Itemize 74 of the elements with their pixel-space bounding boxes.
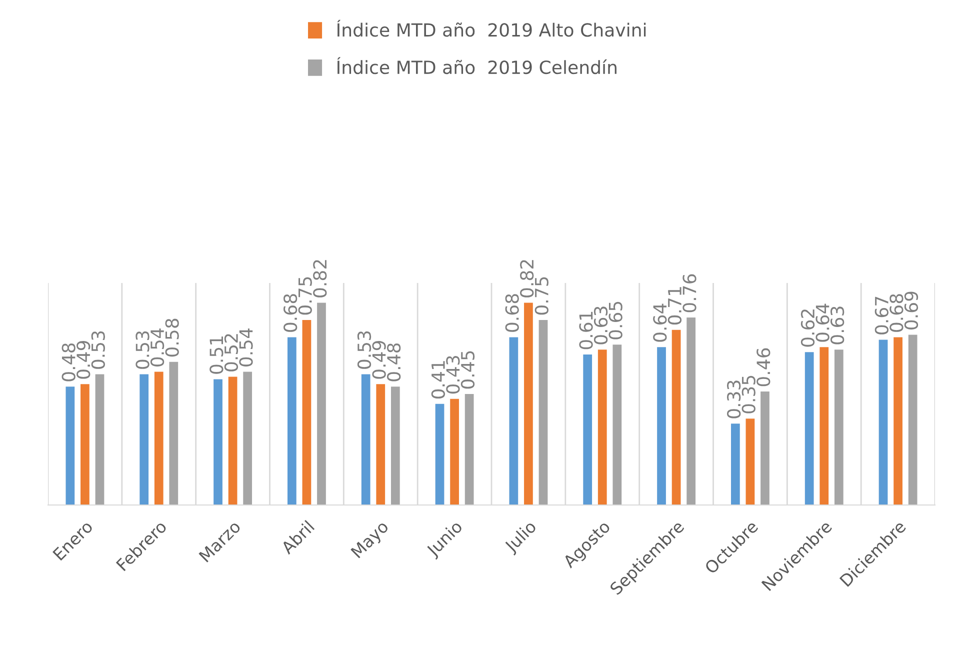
- data-label: 0.35: [742, 376, 756, 414]
- bar: [376, 384, 386, 505]
- legend-label: Índice MTD año 2019 Alto Chavini: [337, 20, 646, 37]
- bar: [154, 372, 164, 505]
- data-label: 0.54: [239, 328, 253, 366]
- data-label: 0.41: [431, 361, 445, 399]
- data-label: 0.76: [682, 274, 696, 312]
- bar: [228, 376, 238, 505]
- bar: [878, 340, 888, 505]
- bar: [760, 392, 770, 505]
- data-label: 0.33: [727, 380, 741, 418]
- bar: [317, 302, 326, 505]
- bar: [450, 398, 459, 505]
- data-label: 0.51: [210, 336, 224, 374]
- bar: [894, 337, 902, 505]
- data-label: 0.43: [446, 356, 460, 394]
- data-label: 0.64: [816, 304, 830, 342]
- bar: [730, 424, 740, 505]
- data-label: 0.82: [313, 260, 327, 298]
- bar: [390, 386, 400, 505]
- data-label: 0.64: [653, 304, 667, 342]
- data-label: 0.49: [76, 341, 90, 379]
- bar: [214, 379, 222, 505]
- data-label: 0.69: [904, 292, 918, 330]
- bar: [612, 344, 622, 505]
- bar: [435, 404, 444, 505]
- data-label: 0.48: [386, 343, 401, 382]
- bar: [66, 386, 75, 505]
- legend-label: Índice MTD año 2019 Celendín: [337, 57, 616, 74]
- data-label: 0.53: [357, 331, 372, 369]
- data-label: 0.54: [150, 328, 164, 366]
- data-label: 0.82: [520, 260, 534, 298]
- data-label: 0.63: [594, 306, 608, 344]
- bar: [464, 394, 474, 505]
- bar: [140, 374, 149, 505]
- data-label: 0.75: [534, 277, 548, 315]
- data-label: 0.67: [874, 296, 888, 334]
- bar: [686, 318, 696, 505]
- bar: [583, 354, 592, 505]
- bar: [746, 418, 755, 505]
- data-label: 0.53: [91, 331, 105, 369]
- data-label: 0.48: [62, 343, 76, 382]
- bar: [672, 330, 681, 505]
- data-label: 0.46: [756, 348, 770, 386]
- data-label: 0.61: [579, 312, 593, 350]
- bar: [243, 372, 252, 505]
- data-label: 0.65: [608, 302, 622, 340]
- data-label: 0.53: [136, 331, 150, 369]
- bar: [804, 352, 814, 505]
- data-label: 0.68: [505, 294, 519, 332]
- data-label: 0.52: [224, 334, 238, 372]
- bar: [908, 334, 918, 505]
- bar: [820, 347, 829, 505]
- bar: [95, 374, 104, 505]
- bar: [80, 384, 90, 505]
- data-label: 0.63: [830, 306, 844, 344]
- data-label: 0.68: [890, 294, 904, 332]
- bar: [509, 337, 518, 505]
- data-label: 0.68: [284, 294, 298, 332]
- data-label: 0.71: [668, 287, 682, 325]
- bar: [834, 350, 844, 505]
- data-label: 0.49: [372, 341, 386, 379]
- bar: [598, 350, 607, 505]
- data-label: 0.75: [298, 277, 312, 315]
- bar: [657, 347, 666, 505]
- data-label: 0.45: [460, 351, 475, 389]
- bar: [361, 374, 370, 505]
- bar: [524, 302, 533, 505]
- data-label: 0.58: [165, 318, 179, 357]
- bar: [287, 337, 296, 505]
- bar: [169, 362, 178, 505]
- bar: [302, 320, 312, 505]
- data-label: 0.62: [800, 310, 815, 347]
- bar: [538, 320, 548, 505]
